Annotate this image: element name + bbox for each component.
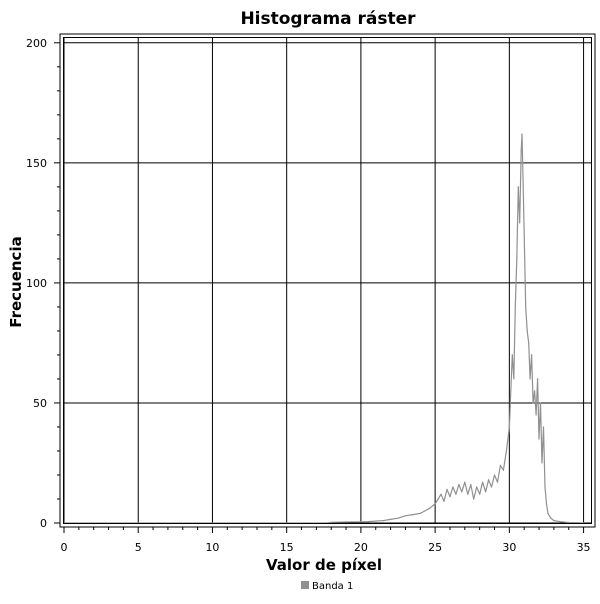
data-point <box>519 222 521 224</box>
data-point <box>437 498 439 500</box>
data-point <box>345 521 347 523</box>
data-point <box>523 234 525 236</box>
data-point <box>522 162 524 164</box>
data-point <box>443 500 445 502</box>
data-point <box>547 512 549 515</box>
data-point <box>488 479 490 481</box>
y-tick-label: 50 <box>33 397 47 410</box>
plot-background <box>60 34 595 527</box>
data-point <box>550 517 552 519</box>
x-tick-label: 35 <box>577 541 591 554</box>
y-axis-ticks: 0 50 100 150 200 <box>26 37 60 530</box>
data-point <box>449 496 451 498</box>
plot-area <box>59 33 596 528</box>
data-point <box>513 378 515 380</box>
data-point <box>525 306 527 308</box>
data-point <box>496 481 499 483</box>
data-point <box>473 498 475 500</box>
data-point <box>541 462 543 464</box>
legend-label: Banda 1 <box>312 581 353 592</box>
data-point <box>455 493 457 495</box>
data-point <box>479 493 481 495</box>
data-point <box>520 150 522 152</box>
data-point <box>452 486 454 488</box>
y-axis-title: Frecuencia <box>7 236 25 327</box>
legend: Banda 1 <box>301 581 353 592</box>
data-point <box>539 402 542 404</box>
data-point <box>532 402 534 404</box>
x-tick-label: 30 <box>502 541 516 554</box>
grid-lines <box>63 38 591 524</box>
data-point <box>446 488 448 490</box>
data-point <box>470 484 472 486</box>
data-point <box>404 515 406 517</box>
x-axis-ticks: 0 5 10 15 20 25 30 35 <box>61 527 591 554</box>
x-tick-label: 5 <box>135 541 142 554</box>
data-point <box>375 520 377 522</box>
x-axis-title: Valor de píxel <box>266 556 382 574</box>
data-point <box>538 438 540 440</box>
data-point <box>382 520 384 522</box>
y-tick-label: 0 <box>40 517 47 530</box>
data-point <box>464 481 466 483</box>
data-point <box>397 517 399 519</box>
data-point <box>568 521 570 524</box>
data-point <box>526 330 528 332</box>
data-point <box>521 133 523 135</box>
data-point <box>508 426 510 428</box>
plot-frame <box>59 33 596 528</box>
data-point <box>467 493 469 495</box>
plot-inner-frame <box>63 37 592 524</box>
x-tick-label: 10 <box>205 541 219 554</box>
data-point <box>440 493 442 495</box>
data-point <box>505 450 507 452</box>
x-tick-label: 20 <box>354 541 368 554</box>
data-point <box>330 521 332 523</box>
data-point <box>502 469 504 471</box>
data-point <box>560 521 562 523</box>
data-point <box>528 342 530 344</box>
data-point <box>537 378 539 380</box>
data-point <box>360 521 362 523</box>
data-point <box>367 521 369 523</box>
data-point <box>499 464 501 466</box>
data-point <box>517 186 519 188</box>
data-point <box>428 508 430 510</box>
data-point <box>545 503 548 505</box>
data-point <box>510 390 512 392</box>
series-layer <box>63 133 585 524</box>
data-point <box>458 484 460 486</box>
data-point <box>419 512 421 515</box>
data-point <box>434 503 436 505</box>
data-point <box>534 390 536 392</box>
data-point <box>493 474 496 476</box>
data-point <box>424 510 426 512</box>
data-point <box>553 520 555 522</box>
data-point <box>390 518 392 521</box>
x-tick-label: 25 <box>428 541 442 554</box>
y-tick-label: 100 <box>26 277 47 290</box>
data-point <box>531 354 533 356</box>
data-point <box>412 514 414 516</box>
data-point <box>516 258 518 260</box>
data-point <box>529 378 531 380</box>
data-point <box>485 491 487 493</box>
y-tick-label: 200 <box>26 37 47 50</box>
data-point <box>482 481 484 483</box>
data-point <box>535 414 537 416</box>
data-point <box>490 486 493 488</box>
data-point <box>476 486 478 488</box>
data-point <box>542 426 545 428</box>
data-point <box>544 486 546 488</box>
data-point <box>461 491 463 493</box>
x-tick-label: 15 <box>280 541 294 554</box>
data-point <box>511 354 513 356</box>
chart-title: Histograma ráster <box>240 9 416 29</box>
data-point <box>514 306 516 308</box>
x-tick-label: 0 <box>61 541 68 554</box>
legend-swatch <box>301 581 309 589</box>
y-tick-label: 150 <box>26 157 47 170</box>
